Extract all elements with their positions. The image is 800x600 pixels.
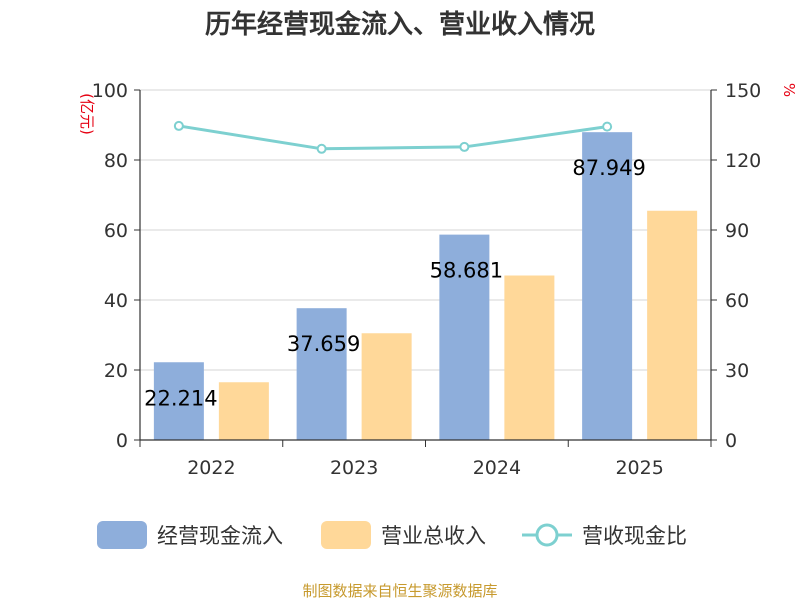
x-category-label: 2022 xyxy=(187,457,235,479)
y-left-tick-label: 0 xyxy=(116,430,128,452)
bar-cash-inflow xyxy=(153,362,204,440)
y-right-tick-label: 120 xyxy=(725,150,761,172)
legend-label: 经营现金流入 xyxy=(157,524,283,548)
y-right-tick-label: 60 xyxy=(725,290,749,312)
line-cash-to-revenue-ratio xyxy=(178,124,608,151)
line-series-group xyxy=(173,120,613,154)
line-point xyxy=(602,121,613,132)
line-point xyxy=(316,143,327,154)
y-left-tick-label: 80 xyxy=(104,150,128,172)
y-left-tick-label: 60 xyxy=(104,220,128,242)
y-right-tick-label: 30 xyxy=(725,360,749,382)
bars-group xyxy=(153,132,698,440)
bar-cash-inflow xyxy=(296,308,347,440)
chart-title: 历年经营现金流入、营业收入情况 xyxy=(205,9,595,40)
legend-swatch xyxy=(97,521,147,549)
data-labels-group: 22.214 37.659 58.681 87.949 xyxy=(144,156,646,410)
y-left-tick-label: 20 xyxy=(104,360,128,382)
x-category-label: 2025 xyxy=(615,457,663,479)
data-label: 58.681 xyxy=(430,259,503,283)
y-right-tick-label: 150 xyxy=(725,80,761,102)
bar-revenue xyxy=(361,333,412,440)
line-point xyxy=(459,141,470,152)
y-left-tick-label: 100 xyxy=(92,80,128,102)
legend-label: 营收现金比 xyxy=(582,524,687,548)
x-category-label: 2023 xyxy=(330,457,378,479)
data-label: 37.659 xyxy=(287,332,360,356)
bar-cash-inflow xyxy=(439,234,490,440)
bar-cash-inflow xyxy=(582,132,633,440)
data-label: 87.949 xyxy=(572,156,645,180)
legend-label: 营业总收入 xyxy=(381,524,486,548)
x-category-label: 2024 xyxy=(473,457,521,479)
legend-swatch xyxy=(321,521,371,549)
left-axis-unit: (亿元) xyxy=(78,93,96,135)
legend-marker xyxy=(535,523,559,547)
data-label: 22.214 xyxy=(144,386,217,410)
axes-group: 0 20 40 60 80 100 0 30 60 90 120 150 2022 2023 2024 202… xyxy=(92,80,762,479)
right-axis-unit: % xyxy=(780,83,798,97)
bar-revenue xyxy=(647,210,698,440)
legend: 经营现金流入 营业总收入 营收现金比 xyxy=(97,521,687,549)
y-left-tick-label: 40 xyxy=(104,290,128,312)
line-point xyxy=(173,120,184,131)
bar-revenue xyxy=(504,275,555,440)
y-right-tick-label: 0 xyxy=(725,430,737,452)
y-right-tick-label: 90 xyxy=(725,220,749,242)
source-note: 制图数据来自恒生聚源数据库 xyxy=(302,582,497,600)
bar-revenue xyxy=(218,382,269,440)
